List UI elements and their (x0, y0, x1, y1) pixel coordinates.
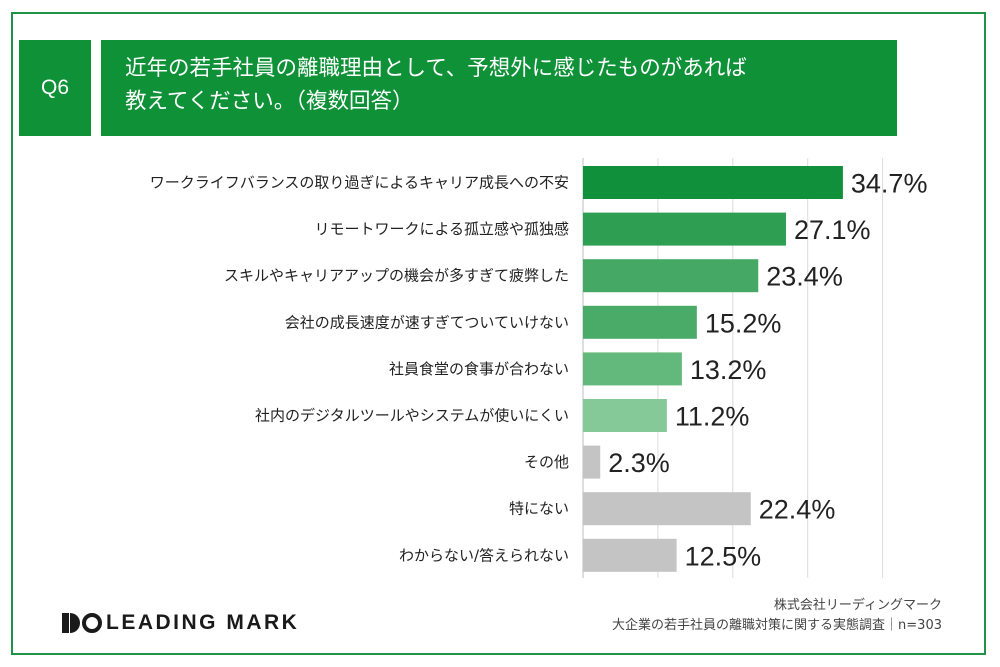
bar (583, 399, 667, 432)
bar (583, 305, 697, 339)
leading-mark-logo: LEADING MARK (62, 608, 299, 638)
question-title-line2: 教えてください。（複数回答） (125, 89, 414, 114)
bar (583, 352, 682, 386)
category-label: その他 (524, 453, 569, 471)
category-label: スキルやキャリアアップの機会が多すぎて疲弊した (224, 267, 569, 285)
bar (583, 445, 601, 479)
bar (583, 166, 843, 199)
value-label: 2.3% (608, 448, 670, 478)
value-label: 27.1% (794, 215, 871, 245)
bar (583, 492, 751, 526)
bar (583, 538, 677, 572)
source-company: 株式会社リーディングマーク (773, 598, 942, 613)
value-label: 11.2% (675, 402, 750, 432)
question-title-line1: 近年の若手社員の離職理由として、予想外に感じたものがあれば (125, 56, 747, 81)
question-number-badge: Q6 (19, 40, 91, 136)
category-label: 特にない (509, 500, 569, 518)
source-note: 株式会社リーディングマーク 大企業の若手社員の離職対策に関する実態調査｜n=30… (612, 596, 942, 636)
bar (583, 259, 759, 293)
logo-mark-icon (62, 613, 102, 633)
bar (583, 212, 786, 246)
value-label: 23.4% (766, 262, 843, 292)
chart-frame (11, 12, 986, 655)
category-label: 会社の成長速度が速すぎてついていけない (285, 313, 569, 331)
question-title-box: 近年の若手社員の離職理由として、予想外に感じたものがあれば 教えてください。（複… (101, 40, 897, 136)
category-label: ワークライフバランスの取り過ぎによるキャリア成長への不安 (150, 174, 569, 192)
category-label: 社内のデジタルツールやシステムが使いにくい (255, 407, 569, 425)
value-label: 13.2% (690, 355, 767, 385)
value-label: 12.5% (685, 541, 762, 571)
source-survey: 大企業の若手社員の離職対策に関する実態調査｜n=303 (612, 618, 942, 633)
question-number: Q6 (40, 76, 69, 99)
category-label: わからない/答えられない (399, 546, 569, 564)
value-label: 34.7% (851, 169, 928, 199)
value-label: 22.4% (759, 495, 836, 525)
logo-text: LEADING MARK (106, 611, 300, 634)
category-label: 社員食堂の食事が合わない (389, 360, 569, 378)
category-label: リモートワークによる孤立感や孤独感 (314, 220, 569, 238)
value-label: 15.2% (705, 308, 782, 338)
